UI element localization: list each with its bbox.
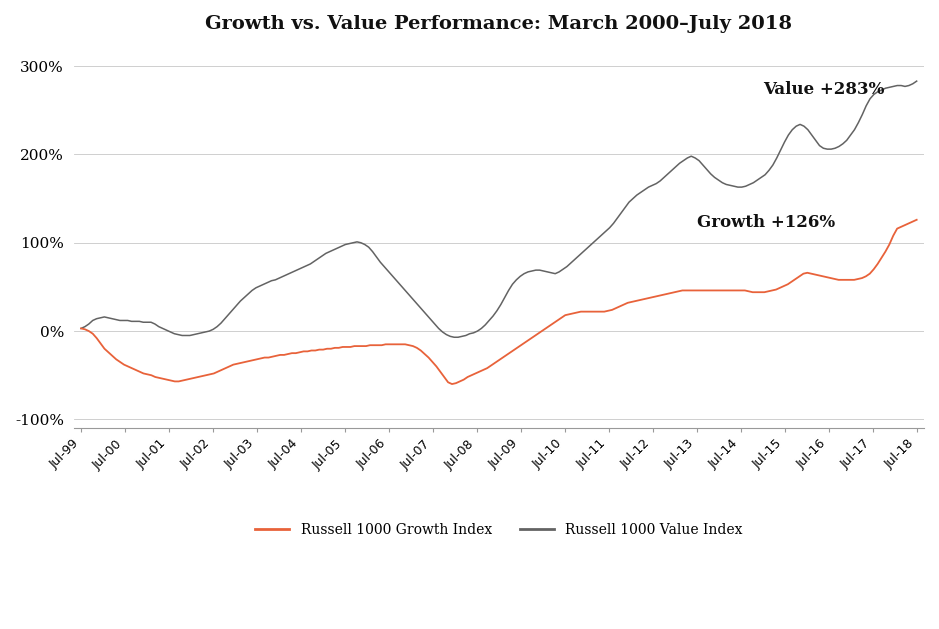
Text: Value +283%: Value +283% [762, 81, 885, 98]
Title: Growth vs. Value Performance: March 2000–July 2018: Growth vs. Value Performance: March 2000… [206, 15, 793, 33]
Legend: Russell 1000 Growth Index, Russell 1000 Value Index: Russell 1000 Growth Index, Russell 1000 … [249, 518, 748, 543]
Text: Growth +126%: Growth +126% [697, 214, 835, 231]
